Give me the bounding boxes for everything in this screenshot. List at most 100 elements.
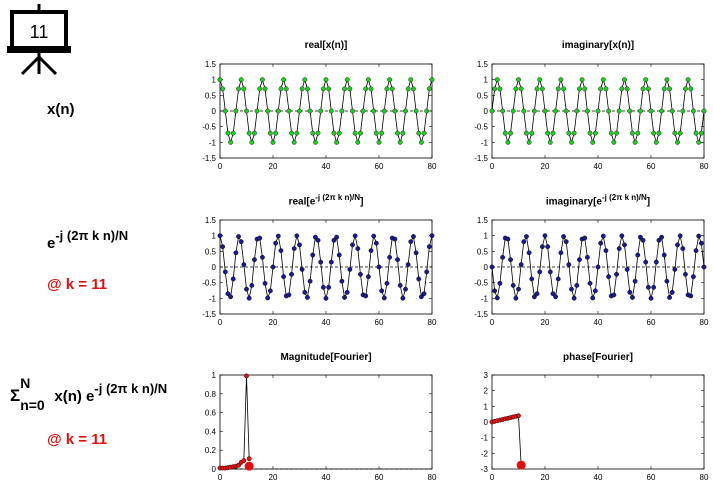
data-point [640, 237, 646, 243]
data-point [566, 262, 572, 267]
projector-screen-icon: 11 [7, 4, 71, 76]
data-point [230, 130, 236, 136]
data-point [598, 86, 604, 92]
title-real-e: real[e-j (2π k n)/N] [288, 193, 364, 208]
data-point [246, 456, 252, 462]
data-point [545, 244, 551, 250]
slide-number: 11 [30, 22, 49, 42]
data-point [395, 130, 400, 136]
data-point [661, 252, 667, 258]
data-point [387, 254, 392, 260]
x-tick-label: 80 [428, 473, 437, 482]
data-point [669, 108, 675, 114]
x-tick-label: 60 [647, 318, 656, 327]
data-point [653, 259, 659, 265]
data-point [424, 269, 430, 275]
data-point [606, 274, 611, 280]
data-point [630, 295, 635, 300]
data-point [550, 291, 556, 297]
data-point [236, 86, 241, 92]
data-point [350, 242, 355, 248]
data-point [659, 108, 664, 114]
title-real-x: real[x(n)] [304, 40, 348, 51]
data-point [320, 284, 326, 290]
data-point [241, 86, 247, 92]
data-point [379, 288, 385, 294]
data-point [555, 86, 561, 92]
data-point [365, 77, 371, 83]
y-tick-label: -3 [481, 465, 489, 474]
x-tick-label: 0 [490, 318, 495, 327]
data-point [693, 130, 699, 136]
data-point [312, 139, 318, 145]
data-point [532, 294, 537, 300]
data-point [537, 77, 543, 83]
data-point [230, 276, 236, 282]
x-tick-label: 20 [541, 473, 550, 482]
data-point [376, 139, 382, 145]
data-point [283, 86, 289, 92]
data-point [220, 244, 226, 250]
data-point [595, 108, 601, 114]
data-point [365, 274, 371, 280]
data-point [305, 86, 310, 92]
data-point [297, 242, 302, 248]
data-point [643, 259, 649, 265]
data-point [222, 269, 228, 275]
data-point [381, 295, 387, 301]
data-point [614, 271, 619, 277]
title-imag-e: imaginary[e-j (2π k n)/N] [545, 193, 651, 208]
data-point [524, 234, 529, 239]
x-tick-label: 40 [322, 162, 331, 171]
data-point [534, 291, 540, 297]
data-point [225, 291, 231, 297]
y-tick-label: 0 [484, 263, 489, 272]
x-tick-label: 80 [428, 162, 437, 171]
y-tick-label: 0.5 [477, 91, 489, 100]
data-point [267, 288, 273, 294]
data-point [291, 139, 297, 145]
y-tick-label: 0.4 [205, 427, 217, 436]
data-point [600, 77, 606, 83]
data-point [286, 108, 292, 114]
data-point [413, 250, 419, 256]
data-point [627, 108, 633, 114]
y-tick-label: -1 [481, 138, 489, 147]
data-point [638, 108, 643, 114]
data-point [510, 108, 516, 114]
y-tick-label: 0.5 [477, 247, 489, 256]
y-tick-label: 0.6 [205, 409, 217, 418]
data-point [310, 252, 316, 258]
data-point [494, 77, 500, 83]
data-point [249, 139, 255, 145]
data-point [252, 257, 257, 263]
title-magnitude: Magnitude[Fourier] [280, 352, 372, 363]
data-point [529, 276, 535, 282]
x-tick-label: 80 [700, 318, 709, 327]
data-point [241, 458, 247, 463]
data-point [683, 271, 688, 277]
x-tick-label: 80 [428, 318, 437, 327]
data-point [526, 139, 532, 145]
y-tick-label: -1 [481, 434, 489, 443]
data-point [334, 234, 339, 240]
data-point [244, 373, 249, 379]
data-point [400, 295, 406, 301]
sum-upper-limit: N [20, 375, 31, 392]
data-point [334, 139, 339, 145]
data-point [259, 254, 265, 260]
data-point [291, 246, 297, 251]
y-tick-label: 0 [212, 107, 217, 116]
data-point [539, 244, 545, 250]
y-tick-label: 1 [484, 232, 489, 241]
data-point [363, 293, 369, 299]
data-point [619, 233, 625, 239]
data-point [259, 77, 265, 83]
data-point [688, 293, 694, 299]
highlight-point [516, 460, 526, 470]
data-point [413, 108, 419, 114]
data-point [651, 130, 657, 136]
data-point [691, 274, 696, 280]
data-point [358, 130, 363, 136]
data-point [590, 139, 596, 145]
